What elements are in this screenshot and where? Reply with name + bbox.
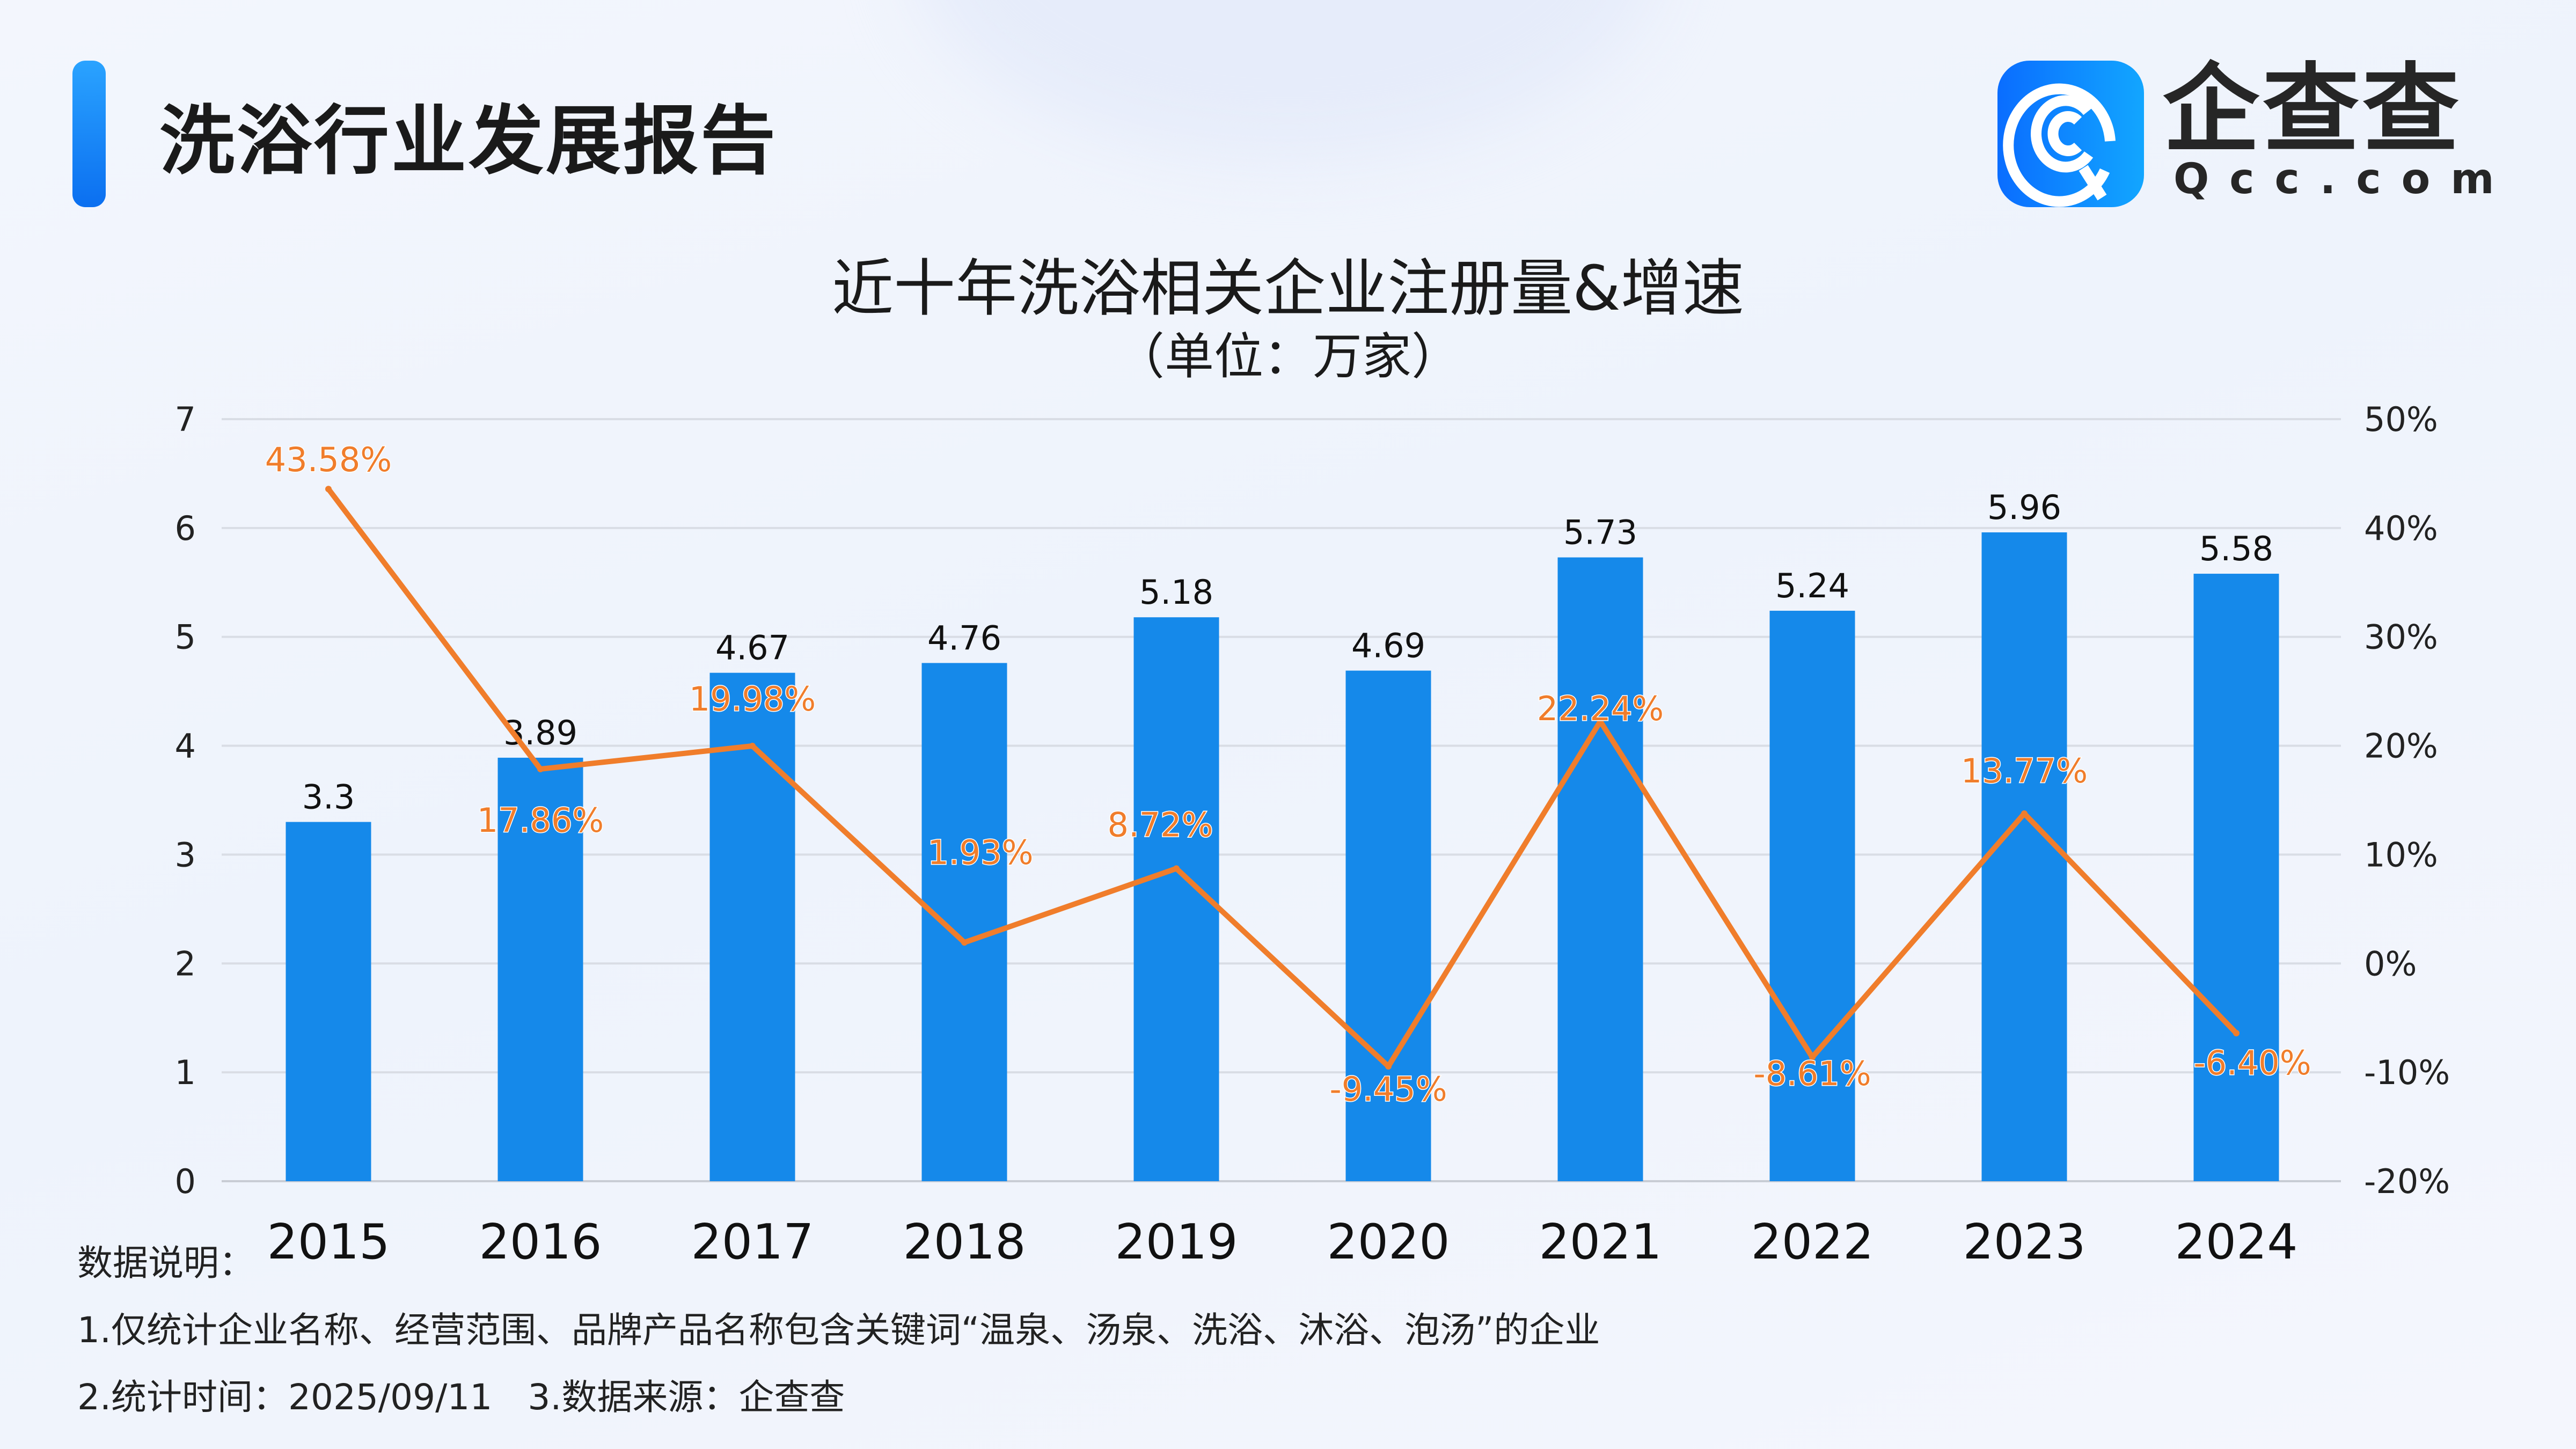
y2-tick-label: -10% (2364, 1053, 2450, 1092)
growth-value-label: 8.72% (1108, 805, 1213, 844)
y2-tick-label: 0% (2364, 944, 2417, 983)
bar (1557, 557, 1643, 1181)
y2-tick-label: 20% (2364, 727, 2438, 766)
x-tick-label: 2020 (1327, 1214, 1450, 1270)
growth-value-label: -8.61% (1753, 1054, 1871, 1093)
y-tick-label: 2 (175, 944, 196, 983)
growth-value-label: -9.45% (1329, 1070, 1447, 1109)
bar-value-label: 5.18 (1139, 573, 1213, 612)
y-tick-label: 1 (175, 1053, 196, 1092)
y-tick-label: 3 (175, 835, 196, 874)
growth-point (1385, 1063, 1392, 1070)
growth-line (326, 487, 2238, 1069)
y-tick-label: 4 (175, 727, 196, 766)
bar (921, 663, 1007, 1181)
x-tick-label: 2024 (2175, 1214, 2297, 1270)
chart-title: 近十年洗浴相关企业注册量&增速 (832, 253, 1744, 325)
x-tick-label: 2021 (1539, 1214, 1662, 1270)
bar (1345, 670, 1431, 1181)
bar (497, 757, 583, 1181)
x-tick-label: 2017 (691, 1214, 814, 1270)
growth-point (749, 742, 756, 749)
growth-value-label: 17.86% (477, 801, 604, 840)
bar-value-label: 4.76 (927, 618, 1001, 657)
x-tick-label: 2023 (1963, 1214, 2085, 1270)
chart-subtitle: （单位：万家） (1115, 328, 1461, 385)
growth-point (1597, 718, 1604, 725)
bar (709, 672, 795, 1181)
growth-value-label: -6.40% (2193, 1043, 2311, 1082)
qcc-logo-text: 企查查 (2163, 54, 2463, 166)
y2-tick-label: 50% (2364, 400, 2438, 439)
growth-value-label: 1.93% (928, 833, 1034, 872)
bar-value-label: 5.73 (1563, 513, 1637, 552)
y2-tick-label: 40% (2364, 509, 2438, 548)
growth-value-label: 13.77% (1961, 751, 2088, 791)
bar (1133, 617, 1219, 1181)
growth-value-label: 43.58% (265, 440, 392, 479)
x-tick-label: 2018 (903, 1214, 1026, 1270)
growth-value-label: 19.98% (689, 679, 816, 719)
qcc-logo-domain: Qcc.com (2174, 155, 2515, 203)
x-tick-label: 2015 (267, 1214, 390, 1270)
notes-heading: 数据说明： (77, 1242, 254, 1284)
y2-tick-label: 10% (2364, 835, 2438, 874)
x-tick-label: 2022 (1751, 1214, 1874, 1270)
growth-point (2233, 1030, 2240, 1037)
bar (1981, 532, 2067, 1181)
bar-value-label: 3.3 (302, 778, 355, 817)
y2-tick-label: -20% (2364, 1162, 2450, 1201)
bar-value-label: 5.96 (1987, 488, 2061, 527)
x-tick-label: 2016 (479, 1214, 602, 1270)
bar (1769, 611, 1855, 1181)
growth-point (325, 486, 332, 493)
growth-point (1809, 1053, 1816, 1060)
bar-value-label: 5.58 (2199, 529, 2273, 568)
bar (286, 822, 371, 1181)
growth-point (537, 765, 544, 772)
notes-line-1: 1.仅统计企业名称、经营范围、品牌产品名称包含关键词“温泉、汤泉、洗浴、沐浴、泡… (77, 1309, 1600, 1351)
y-tick-label: 0 (175, 1162, 196, 1201)
y-tick-label: 7 (175, 400, 196, 439)
page-title: 洗浴行业发展报告 (159, 98, 778, 185)
bar (2193, 574, 2279, 1181)
growth-value-label: 22.24% (1537, 689, 1664, 728)
notes-line-2: 2.统计时间：2025/09/11 3.数据来源：企查查 (77, 1377, 845, 1418)
growth-point (2021, 810, 2028, 817)
x-tick-label: 2019 (1115, 1214, 1238, 1270)
bar-value-label: 4.69 (1351, 626, 1425, 665)
qcc-logo-icon (1997, 61, 2144, 207)
y-tick-label: 5 (175, 618, 196, 657)
bar-value-label: 5.24 (1775, 566, 1849, 605)
growth-point (1173, 865, 1180, 872)
y2-tick-label: 30% (2364, 618, 2438, 657)
growth-point (961, 939, 968, 946)
title-accent-bar (72, 61, 106, 207)
y-tick-label: 6 (175, 509, 196, 548)
bar-value-label: 4.67 (715, 628, 789, 668)
